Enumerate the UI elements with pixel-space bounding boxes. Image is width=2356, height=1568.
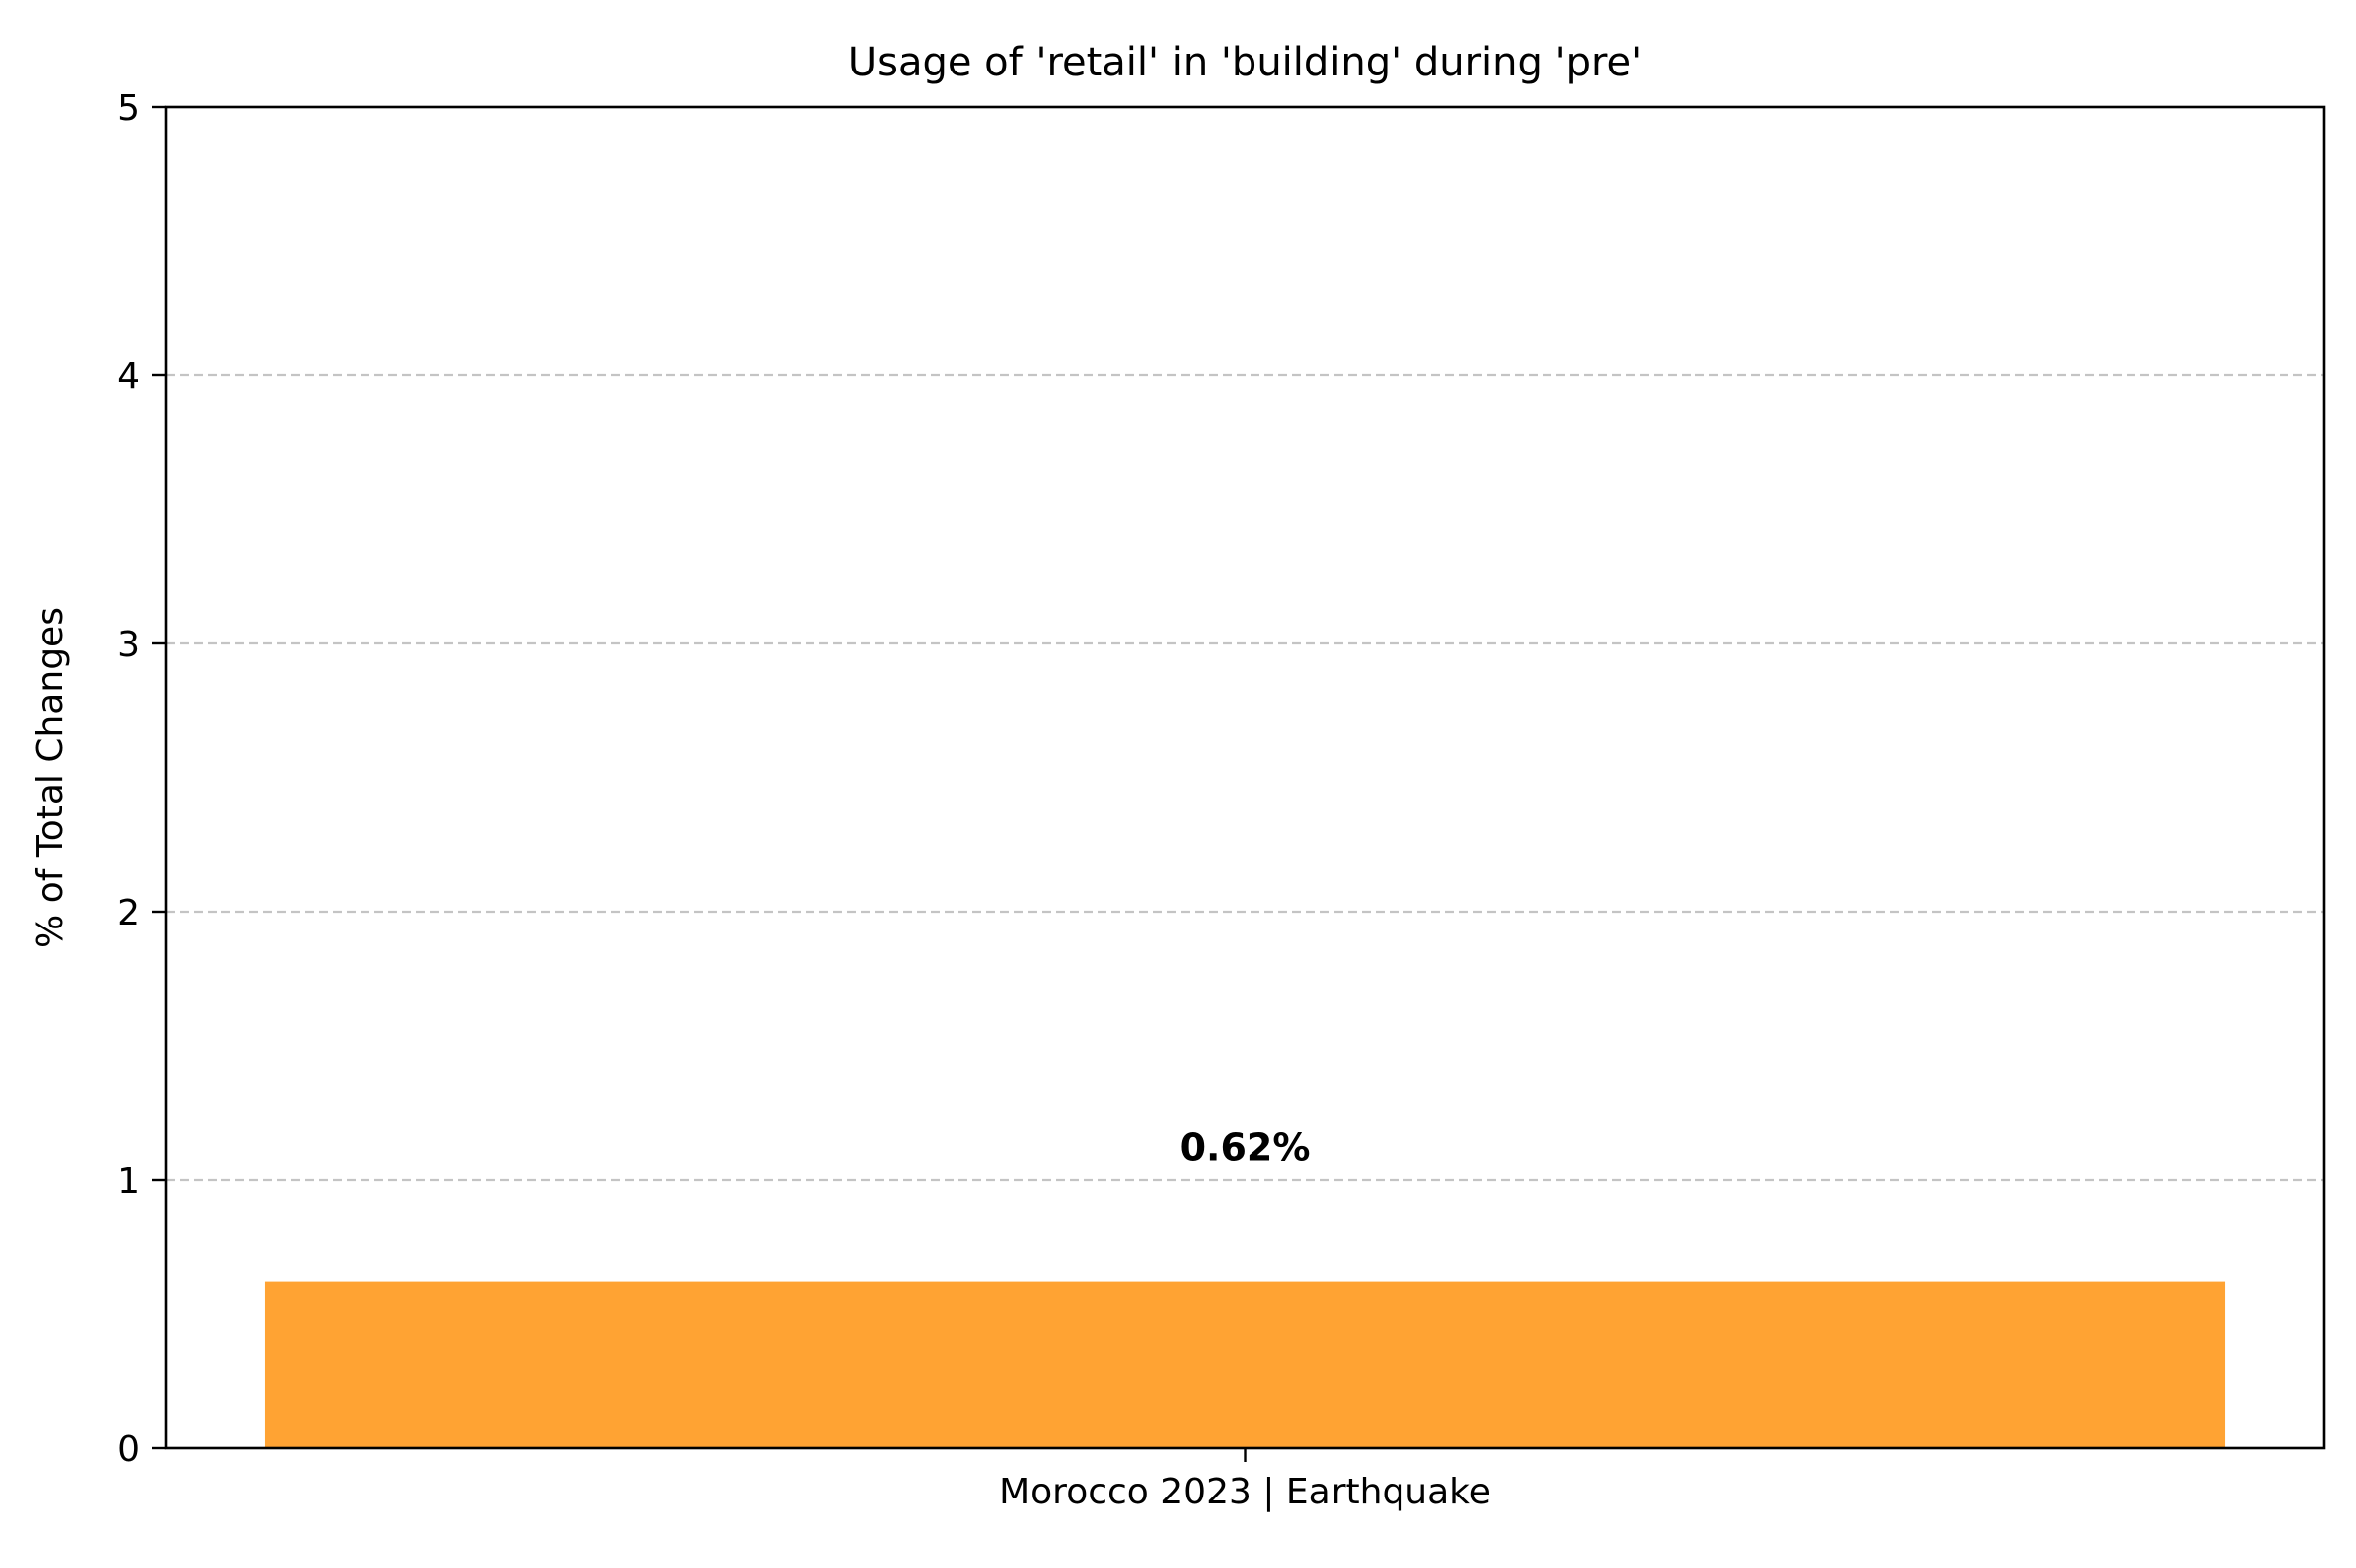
data-labels: 0.62%	[1180, 1126, 1311, 1170]
y-tick-label: 0	[117, 1429, 140, 1470]
y-tick-label: 4	[117, 356, 140, 397]
y-tick-label: 3	[117, 625, 140, 665]
chart-title: Usage of 'retail' in 'building' during '…	[848, 40, 1642, 85]
data-label: 0.62%	[1180, 1126, 1311, 1170]
bar	[264, 1281, 2226, 1448]
y-tick-label: 5	[117, 88, 140, 129]
bars	[264, 1281, 2226, 1448]
plot-frame	[164, 105, 2326, 1450]
y-tick-label: 1	[117, 1161, 140, 1202]
x-tick-label: Morocco 2023 | Earthquake	[999, 1472, 1491, 1512]
axis-ticks: 0 1 2 3 4 5 Morocco 2023 | Earthquake	[117, 88, 1491, 1512]
y-axis-label: % of Total Changes	[30, 607, 71, 948]
gridlines	[166, 373, 2324, 1182]
y-tick-label: 2	[117, 893, 140, 933]
